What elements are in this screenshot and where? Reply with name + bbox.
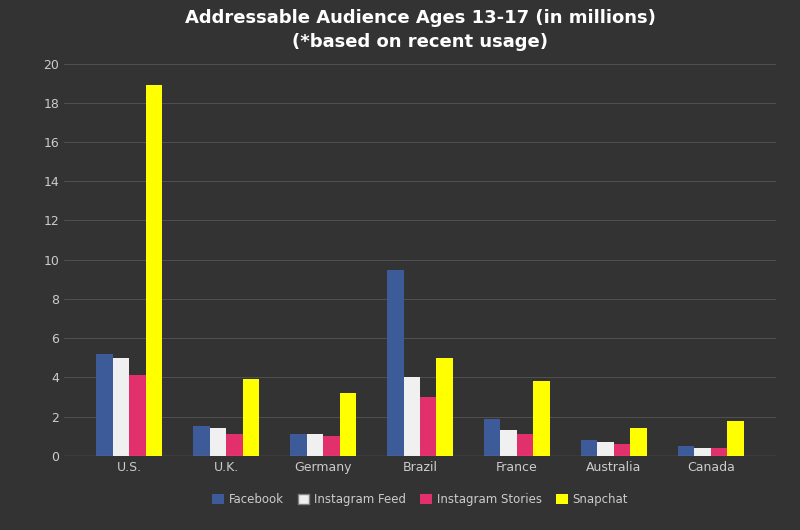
Bar: [290, 434, 306, 456]
Bar: [534, 381, 550, 456]
Bar: [678, 446, 694, 456]
Bar: [727, 420, 744, 456]
Bar: [226, 434, 242, 456]
Bar: [598, 442, 614, 456]
Bar: [306, 434, 323, 456]
Bar: [484, 419, 501, 456]
Bar: [113, 358, 130, 456]
Bar: [694, 448, 710, 456]
Bar: [130, 375, 146, 456]
Bar: [581, 440, 598, 456]
Bar: [146, 85, 162, 456]
Title: Addressable Audience Ages 13-17 (in millions)
(*based on recent usage): Addressable Audience Ages 13-17 (in mill…: [185, 10, 655, 51]
Bar: [517, 434, 534, 456]
Bar: [403, 377, 420, 456]
Bar: [387, 269, 403, 456]
Bar: [437, 358, 453, 456]
Bar: [194, 426, 210, 456]
Bar: [630, 428, 646, 456]
Bar: [323, 436, 339, 456]
Bar: [614, 444, 630, 456]
Bar: [210, 428, 226, 456]
Bar: [501, 430, 517, 456]
Legend: Facebook, Instagram Feed, Instagram Stories, Snapchat: Facebook, Instagram Feed, Instagram Stor…: [207, 488, 633, 511]
Bar: [242, 379, 259, 456]
Bar: [96, 354, 113, 456]
Bar: [710, 448, 727, 456]
Bar: [339, 393, 356, 456]
Bar: [420, 397, 437, 456]
